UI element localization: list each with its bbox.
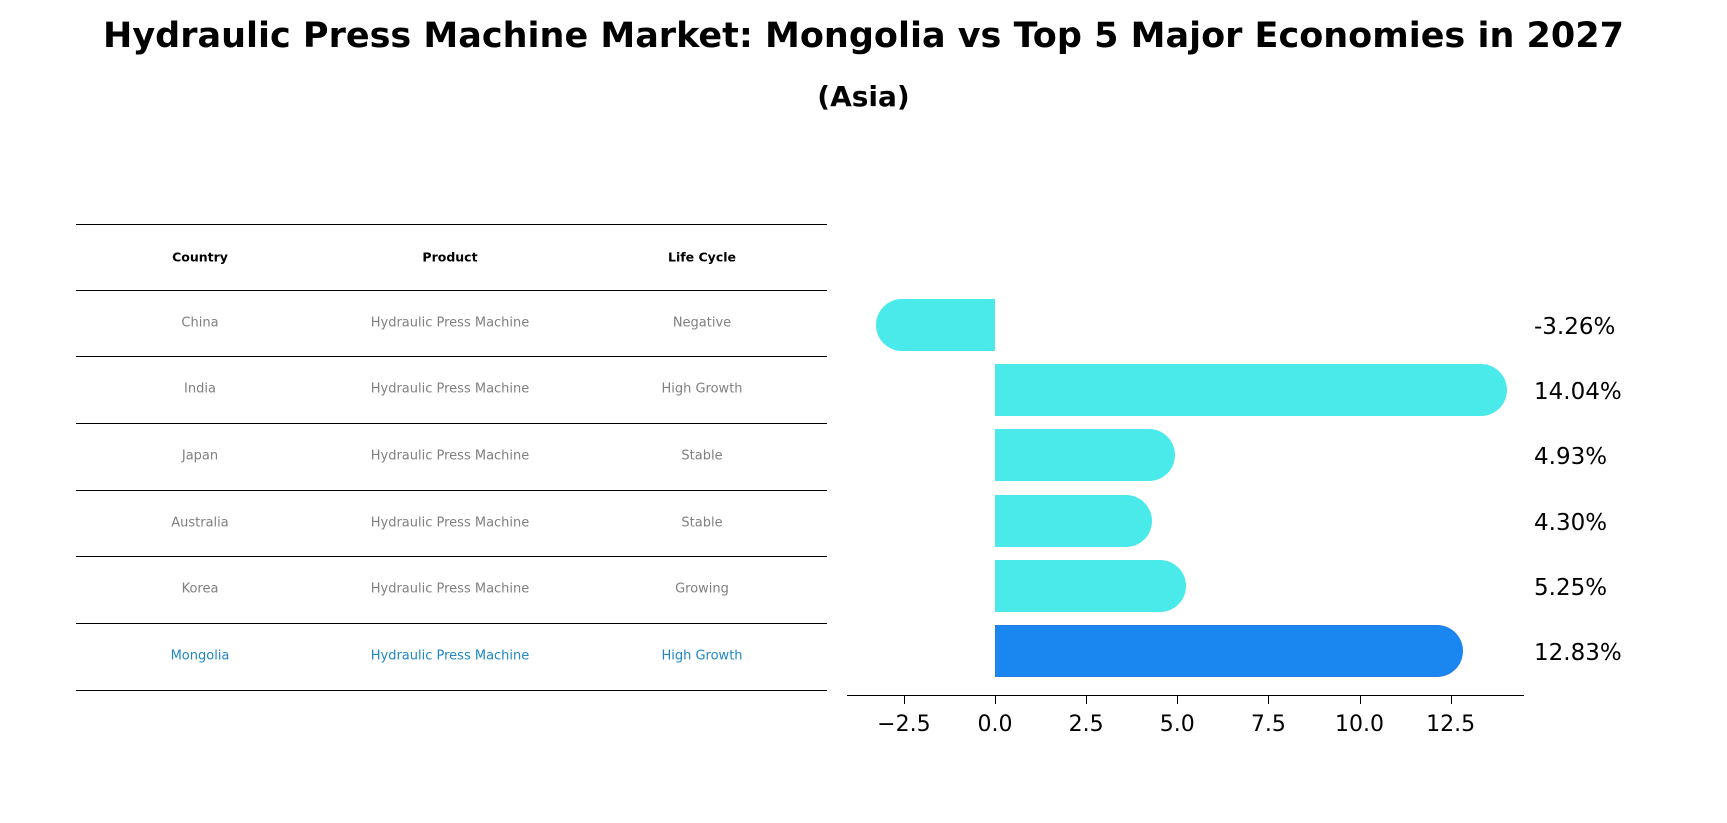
bar-india <box>995 364 1507 416</box>
x-tick <box>1086 695 1088 704</box>
bar-japan <box>995 429 1175 481</box>
table-rule <box>76 290 827 291</box>
x-tick <box>1268 695 1270 704</box>
table-cell-life-cycle: High Growth <box>661 381 743 397</box>
x-tick <box>995 695 996 704</box>
x-axis-line <box>847 695 1524 696</box>
header-life-cycle: Life Cycle <box>667 249 737 265</box>
x-tick-label: 12.5 <box>1426 712 1476 737</box>
table-rule <box>76 224 827 225</box>
x-tick-label: 0.0 <box>977 712 1013 737</box>
x-tick-label: 7.5 <box>1250 712 1286 737</box>
value-label: 4.30% <box>1534 510 1608 536</box>
table-rule <box>76 423 827 424</box>
table-rule <box>76 690 827 691</box>
header-country: Country <box>172 249 228 265</box>
x-tick-label: −2.5 <box>877 712 931 737</box>
table-cell-life-cycle: Stable <box>681 448 723 464</box>
bar-australia <box>995 495 1152 547</box>
table-rule <box>76 556 827 557</box>
table-cell-life-cycle: Negative <box>672 315 732 331</box>
value-label: 5.25% <box>1534 575 1608 601</box>
table-cell-country: Mongolia <box>170 648 230 664</box>
table-rule <box>76 356 827 357</box>
table-cell-life-cycle: Stable <box>681 515 723 531</box>
table-rule <box>76 490 827 491</box>
value-label: 12.83% <box>1534 640 1622 666</box>
x-tick-label: 2.5 <box>1068 712 1104 737</box>
table-cell-life-cycle: High Growth <box>661 648 743 664</box>
table-rule <box>76 623 827 624</box>
table-cell-product: Hydraulic Press Machine <box>370 315 530 331</box>
table-cell-product: Hydraulic Press Machine <box>370 448 530 464</box>
table-cell-country: Japan <box>181 448 219 464</box>
x-tick <box>1359 695 1361 704</box>
table-cell-product: Hydraulic Press Machine <box>370 381 530 397</box>
table-cell-product: Hydraulic Press Machine <box>370 515 530 531</box>
table-cell-life-cycle: Growing <box>675 581 729 597</box>
header-product: Product <box>422 249 478 265</box>
value-label: 4.93% <box>1534 444 1608 470</box>
bar-china <box>876 299 995 351</box>
table-cell-country: India <box>184 381 216 397</box>
x-tick <box>1450 695 1452 704</box>
x-tick <box>903 695 905 704</box>
table-cell-product: Hydraulic Press Machine <box>370 581 530 597</box>
value-label: 14.04% <box>1534 379 1622 405</box>
x-tick <box>1177 695 1179 704</box>
chart-title: Hydraulic Press Machine Market: Mongolia… <box>103 16 1624 56</box>
table-cell-country: China <box>181 315 219 331</box>
bar-mongolia <box>995 625 1463 677</box>
bar-korea <box>995 560 1187 612</box>
table-cell-product: Hydraulic Press Machine <box>370 648 530 664</box>
x-tick-label: 5.0 <box>1159 712 1195 737</box>
table-cell-country: Australia <box>171 515 229 531</box>
value-label: -3.26% <box>1534 314 1616 340</box>
table-cell-country: Korea <box>181 581 219 597</box>
chart-subtitle: (Asia) <box>817 80 910 113</box>
x-tick-label: 10.0 <box>1335 712 1384 737</box>
